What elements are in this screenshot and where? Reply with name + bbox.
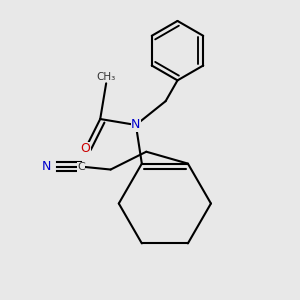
Text: N: N xyxy=(42,160,51,173)
Text: CH₃: CH₃ xyxy=(97,72,116,82)
Text: O: O xyxy=(80,142,90,155)
Text: C: C xyxy=(77,163,85,172)
Text: N: N xyxy=(131,118,141,131)
